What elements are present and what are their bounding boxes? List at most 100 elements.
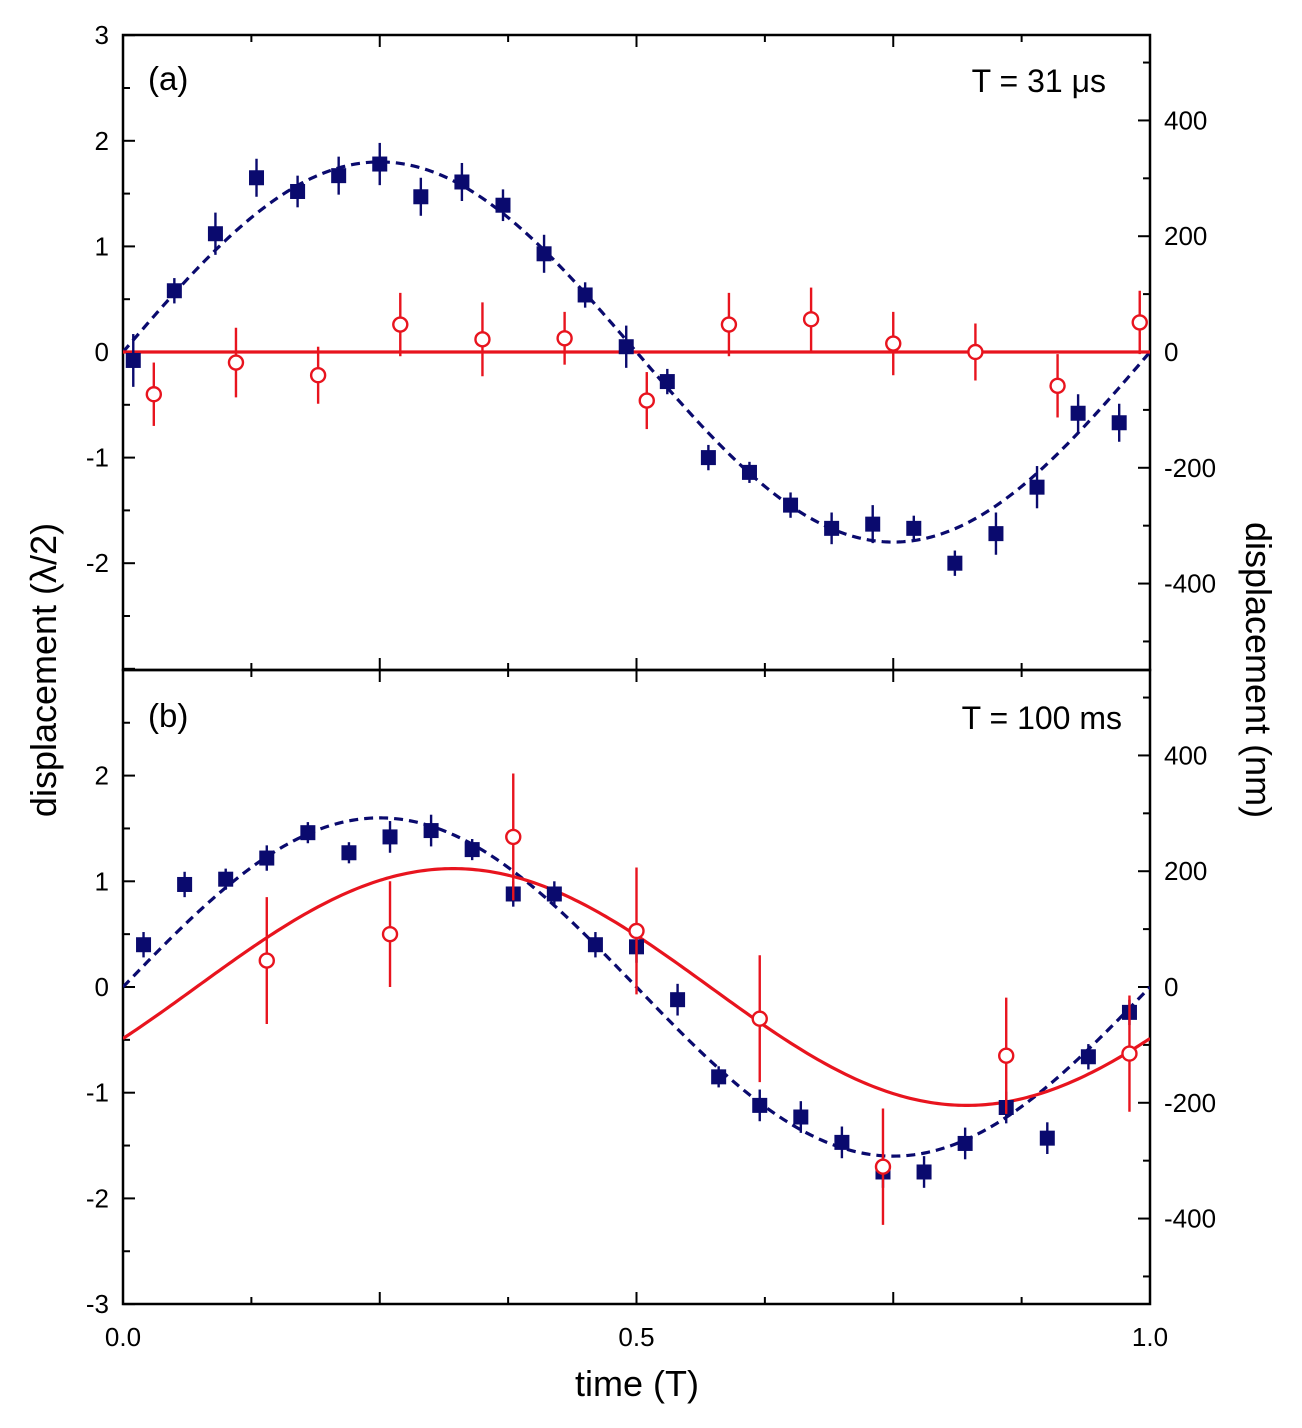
panel-a-squares-point [1070,405,1086,421]
panel-b-circles-point [381,925,399,943]
panel-b-circles-point [874,1158,892,1175]
panel-a-circles-point [802,311,820,328]
panel-b-squares-point [218,871,234,887]
panel-a-squares-point [783,497,799,513]
panel-b-squares-point [259,850,275,866]
panel-b-squares-point [711,1069,727,1085]
panel-a-squares-point [947,555,963,571]
panel-b-right-tick-label: 400 [1164,740,1207,770]
panel-a-squares-point [290,183,306,199]
panel-a-squares-point [249,170,265,186]
panel-a-left-tick-label: -2 [86,548,109,578]
panel-b-circles-point [258,952,275,969]
panel-b-squares-point [957,1135,973,1151]
panel-b-left-tick-label: 2 [95,761,109,791]
panel-b-squares-point [1039,1130,1055,1146]
panel-a-squares-point [536,246,552,262]
x-axis-label: time (T) [575,1363,699,1404]
panel-b-circles-point [751,1010,768,1027]
panel-a-left-tick-label: 0 [95,337,109,367]
panel-a-circles-point [145,386,163,403]
panel-a-squares-point [659,374,675,390]
panel-a-left-tick-label: -1 [86,443,109,473]
panel-a-squares-point [1029,479,1045,495]
panel-b-squares-point [793,1109,809,1125]
panel-a-squares-point [166,283,182,299]
panel-a-circles-point [227,354,245,371]
panel-a-circles-point [638,392,655,409]
panel-a-circles-point [1049,377,1066,394]
panel-a-circles-point [392,316,409,333]
panel-a-squares-point [906,520,922,536]
panel-b-right-tick-label: 200 [1164,856,1207,886]
panel-b-squares-point [670,992,686,1008]
panel-a-squares-point [125,352,141,368]
panel-a-squares-point [577,287,593,303]
panel-b-squares-point [341,845,357,861]
panel-a-circles-point [720,316,738,333]
panel-a-left-tick-label: 3 [95,20,109,50]
panel-a-right-tick-label: -400 [1164,569,1216,599]
y-axis-label-right: displacement (nm) [1238,522,1279,818]
panel-b-circles-point [998,1047,1015,1064]
panel-a-squares-point [741,464,757,480]
panel-a-right-tick-label: 0 [1164,337,1178,367]
panel-b-circles-point [505,828,522,846]
panel-a-squares-point [1111,415,1127,431]
panel-a-label: (a) [148,60,188,97]
panel-b-period: T = 100 ms [962,700,1122,736]
panel-b-left-tick-label: -2 [86,1183,109,1213]
panel-a-left-tick-label: 2 [95,126,109,156]
panel-a-right-tick-label: 200 [1164,221,1207,251]
panel-b-right-tick-label: 0 [1164,972,1178,1002]
panel-b-squares-point [300,825,316,841]
panel-a-left-tick-label: 1 [95,231,109,261]
panel-b-squares-point [423,823,439,839]
panel-a-circles-point [1131,314,1148,331]
panel-b-right-tick-label: -400 [1164,1204,1216,1234]
panel-a-squares-point [331,168,347,184]
panel-a-squares-point [865,516,881,532]
panel-b-squares-point [382,829,398,845]
panel-b-squares-point [464,842,480,858]
panel-b-left-tick-label: -3 [86,1289,109,1319]
panel-a-circles-point [967,343,984,361]
panel-b-squares-point [546,886,562,902]
panel-a-squares-point [495,197,511,213]
panel-b-right-tick-label: -200 [1164,1088,1216,1118]
panel-a-squares-point [618,339,634,355]
x-tick-label: 0.5 [618,1322,654,1352]
x-tick-label: 0.0 [105,1322,141,1352]
panel-a-circles-point [474,331,491,348]
panel-a-circles-point [309,367,327,384]
panel-a-squares-point [824,520,840,536]
panel-a-period: T = 31 μs [972,63,1106,99]
panel-a-squares-point [454,174,470,190]
panel-a-squares-point [988,526,1004,542]
panel-b-squares-point [1080,1049,1096,1065]
panel-a-circles-point [885,335,902,352]
panel-b-left-tick-label: 1 [95,866,109,896]
panel-b-squares-point [916,1164,932,1180]
panel-a-right-tick-label: 400 [1164,105,1207,135]
panel-b-circles-point [1121,1045,1138,1062]
panel-a-squares-point [372,156,388,172]
panel-b-squares-point [834,1134,850,1150]
panel-a-squares-point [207,226,223,242]
plot-layer: 3 2 1 0 -1 -2 400 200 0 -200 -400 2 1 0 -1 -2 -3 400 200 0 -… [86,20,1216,1352]
panel-b-circles-point [628,922,645,940]
panel-b-squares-point [177,876,193,892]
y-axis-label-left: displacement (λ/2) [23,523,64,817]
panel-a-right-tick-label: -200 [1164,453,1216,483]
panel-b-squares-point [752,1097,768,1113]
panel-b-squares-point [136,937,152,953]
panel-b-left-tick-label: -1 [86,1078,109,1108]
panel-b-squares-point [587,937,603,953]
panel-a-squares-point [700,450,716,466]
panel-a-squares-point [413,189,429,205]
panel-a-circles-point [556,330,573,347]
panel-b-label: (b) [148,697,188,734]
panel-b-left-tick-label: 0 [95,972,109,1002]
x-tick-label: 1.0 [1132,1322,1168,1352]
